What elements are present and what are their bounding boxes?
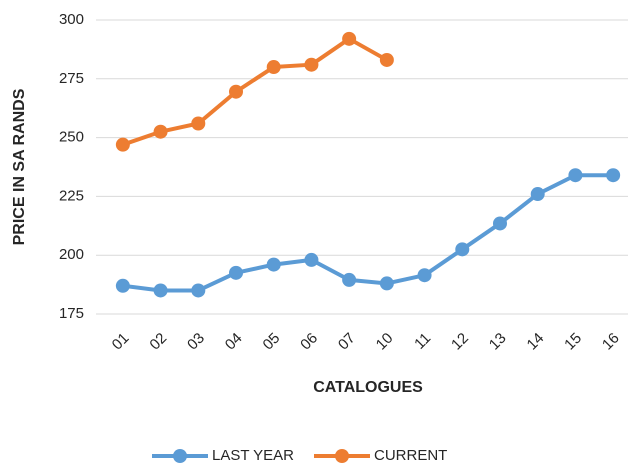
y-tick-label: 200 bbox=[59, 246, 84, 263]
legend-marker bbox=[173, 449, 187, 463]
data-point bbox=[530, 187, 545, 202]
legend-label: CURRENT bbox=[374, 447, 447, 464]
data-point bbox=[115, 278, 130, 293]
legend-marker bbox=[335, 449, 349, 463]
data-point bbox=[342, 272, 357, 287]
x-tick-label: 16 bbox=[599, 330, 623, 354]
x-tick-label: 05 bbox=[260, 330, 284, 354]
y-tick-label: 300 bbox=[59, 11, 84, 28]
data-point bbox=[455, 242, 470, 257]
y-tick-label: 225 bbox=[59, 187, 84, 204]
data-point bbox=[229, 265, 243, 280]
data-point bbox=[342, 31, 357, 46]
data-point bbox=[153, 283, 168, 298]
x-tick-label: 10 bbox=[373, 330, 397, 354]
x-tick-label: 02 bbox=[146, 330, 170, 354]
x-tick-label: 11 bbox=[411, 330, 434, 353]
data-point bbox=[304, 57, 319, 72]
x-tick-label: 13 bbox=[486, 330, 510, 354]
x-tick-label: 04 bbox=[222, 330, 246, 354]
x-tick-label: 07 bbox=[335, 330, 359, 354]
y-tick-label: 275 bbox=[59, 70, 84, 87]
data-point bbox=[304, 252, 319, 267]
data-point bbox=[191, 116, 206, 131]
x-tick-label: 15 bbox=[561, 330, 585, 354]
y-axis-title: PRICE IN SA RANDS bbox=[11, 88, 28, 245]
x-tick-label: 06 bbox=[297, 330, 321, 354]
data-point bbox=[266, 60, 281, 75]
data-point bbox=[493, 216, 507, 231]
x-axis-title: CATALOGUES bbox=[313, 379, 423, 396]
x-tick-label: 03 bbox=[184, 330, 208, 354]
legend-label: LAST YEAR bbox=[212, 447, 294, 464]
y-tick-label: 175 bbox=[59, 305, 84, 322]
data-point bbox=[379, 276, 394, 291]
x-tick-label: 14 bbox=[524, 330, 548, 354]
data-point bbox=[115, 137, 130, 152]
data-point bbox=[568, 168, 583, 183]
data-point bbox=[417, 268, 432, 283]
data-point bbox=[229, 84, 243, 99]
data-point bbox=[191, 283, 206, 298]
data-point bbox=[266, 257, 281, 272]
y-tick-label: 250 bbox=[59, 129, 84, 146]
x-tick-label: 01 bbox=[109, 330, 133, 354]
data-point bbox=[379, 52, 394, 67]
data-point bbox=[153, 124, 168, 139]
data-point bbox=[606, 168, 621, 183]
x-tick-label: 12 bbox=[448, 330, 472, 354]
